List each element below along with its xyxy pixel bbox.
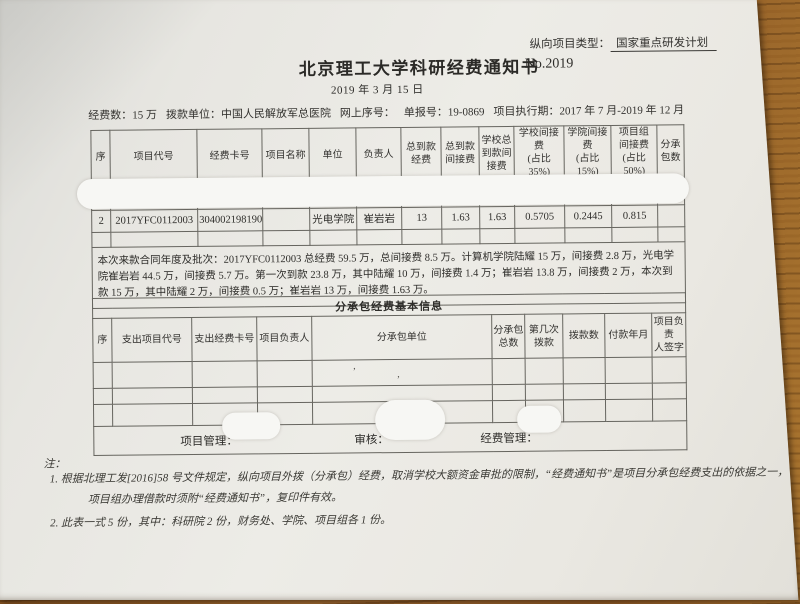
col-header: 单位 <box>308 127 357 182</box>
col-header: 付款年月 <box>604 313 653 358</box>
cell: 2017YFC0112003 <box>110 209 198 233</box>
col-header: 序 <box>90 130 111 184</box>
project-type-line: 纵向项目类型： 国家重点研发计划 <box>529 34 717 52</box>
col-header: 支出项目代号 <box>111 317 193 363</box>
col-header: 项目负责 人签字 <box>651 312 687 358</box>
col-header: 序 <box>92 318 113 363</box>
redaction-blob-review <box>374 399 446 441</box>
project-type-value: 国家重点研发计划 <box>609 36 717 52</box>
col-header: 拨款数 <box>562 313 606 358</box>
col-header: 第几次 拨款 <box>524 313 564 359</box>
document-number: No.2019 <box>524 56 574 72</box>
col-header: 项目组 间接费 (占比 50%) <box>610 125 658 179</box>
col-header: 总到款 经费 <box>400 127 442 181</box>
cell: 2 <box>91 210 111 233</box>
col-header: 学校间接费 (占比 35%) <box>513 125 565 180</box>
cell: 13 <box>401 207 442 230</box>
cell: 1.63 <box>479 206 515 229</box>
col-header: 负责人 <box>355 127 402 181</box>
cell <box>657 204 685 228</box>
page-title: 北京理工大学科研经费通知书 <box>298 57 540 79</box>
info-line: 经费数：15 万 拨款单位：中国人民解放军总医院 网上序号： 单报号：19-08… <box>88 101 684 123</box>
cell: 1.63 <box>441 206 480 230</box>
col-header: 分承包 总数 <box>491 314 526 359</box>
execution-period: 项目执行期：2017 年 7 月-2019 年 12 月 <box>493 104 685 119</box>
col-header: 学校总 到款间 接费 <box>478 126 515 180</box>
redaction-blob-project-mgmt <box>222 412 281 440</box>
col-header: 支出经费卡号 <box>191 316 258 362</box>
col-header: 项目名称 <box>261 128 310 182</box>
subcontract-header-row: 序 支出项目代号 支出经费卡号 项目负责人 分承包单位 分承包 总数 第几次 拨… <box>92 312 687 363</box>
col-header: 学院间接费 (占比 15%) <box>563 125 612 179</box>
cell: 0.5705 <box>514 205 565 229</box>
col-header: 项目负责人 <box>256 316 313 361</box>
main-funding-table: 序 项目代号 经费卡号 项目名称 单位 负责人 总到款 经费 总到款 间接费 学… <box>90 124 686 309</box>
redaction-blob-row1 <box>76 173 690 210</box>
project-type-label: 纵向项目类型： <box>529 37 611 51</box>
document-date: 2019 年 3 月 15 日 <box>330 83 424 97</box>
cell: 0.815 <box>611 205 658 228</box>
col-header: 项目代号 <box>109 129 198 184</box>
cell <box>262 208 310 231</box>
note-1: 1. 根据北理工发[2016]58 号文件规定，纵向项目外拨（分承包）经费，取消… <box>49 466 789 507</box>
col-header: 总到款 间接费 <box>440 126 480 181</box>
stray-mark: ’ <box>352 366 357 378</box>
cell: 3040021981901 <box>197 208 263 232</box>
cell: 崔岩岩 <box>356 207 402 230</box>
payer-unit: 拨款单位：中国人民解放军总医院 <box>165 107 331 122</box>
cell: 0.2445 <box>564 205 612 228</box>
col-header: 经费卡号 <box>196 128 263 183</box>
funds-amount: 经费数：15 万 <box>88 109 158 122</box>
col-header: 分承 包数 <box>656 124 685 179</box>
stray-mark: ‚ <box>396 369 401 381</box>
col-header: 分承包单位 <box>311 314 493 361</box>
redaction-blob-funds-mgmt <box>517 405 562 433</box>
cell: 光电学院 <box>309 207 357 231</box>
form-number: 单报号：19-0869 <box>403 106 485 119</box>
web-serial: 网上序号： <box>339 107 395 120</box>
